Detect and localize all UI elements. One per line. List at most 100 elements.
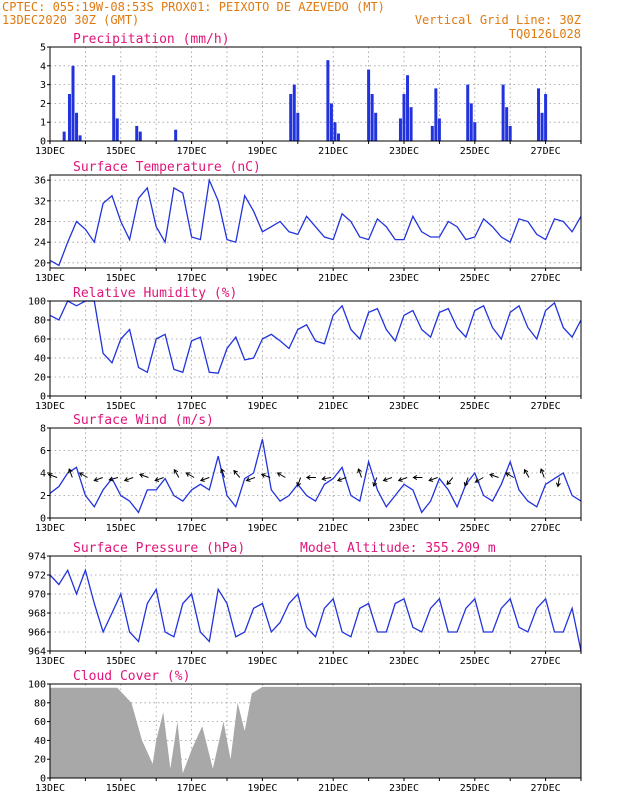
precip-bar bbox=[409, 107, 413, 141]
precip-xtick-label: 15DEC bbox=[106, 146, 136, 157]
wind-arrow-head bbox=[185, 472, 191, 477]
precip-xtick-label: 25DEC bbox=[460, 146, 490, 157]
temp-xtick-label: 23DEC bbox=[389, 273, 419, 284]
wind-arrow-head bbox=[199, 477, 205, 482]
precip-ytick-label: 4 bbox=[40, 61, 46, 72]
wind-arrow-head bbox=[78, 472, 84, 477]
wind-arrow-head bbox=[474, 478, 480, 483]
wind-direction-arrow bbox=[200, 477, 210, 482]
wind-direction-arrow bbox=[79, 472, 88, 478]
pressure-xtick-label: 25DEC bbox=[460, 656, 490, 667]
precip-bar bbox=[434, 88, 438, 141]
precip-bar bbox=[508, 125, 512, 141]
precip-bar bbox=[370, 94, 374, 141]
wind-direction-arrow bbox=[446, 477, 454, 485]
wind-direction-arrow bbox=[357, 468, 362, 478]
meteogram-panels: 0 1 2 3 4 5 13DEC 15DEC 17DEC 19DEC 21DEC 23DEC 25DE… bbox=[28, 32, 582, 794]
precip-bar bbox=[540, 112, 544, 141]
wind-arrow-head bbox=[412, 475, 418, 480]
precip-bar bbox=[501, 84, 505, 141]
temp-line bbox=[49, 177, 582, 267]
precip-bar bbox=[333, 122, 337, 141]
precip-bar bbox=[374, 112, 378, 141]
wind-direction-arrow bbox=[173, 469, 180, 478]
header-model-id: TQ0126L028 bbox=[509, 27, 581, 41]
precip-bar bbox=[67, 94, 71, 141]
wind-arrow-head bbox=[123, 477, 129, 482]
pressure-ytick-label: 964 bbox=[28, 647, 46, 658]
pressure-ytick-label: 968 bbox=[28, 609, 46, 620]
temp-ytick-label: 32 bbox=[34, 196, 46, 207]
wind-ytick-label: 4 bbox=[40, 469, 46, 480]
rh-xtick-label: 15DEC bbox=[106, 401, 136, 412]
wind-line bbox=[49, 439, 582, 514]
precip-ytick-label: 1 bbox=[40, 118, 46, 129]
precip-bar bbox=[62, 131, 66, 141]
precip-xtick-label: 17DEC bbox=[177, 146, 207, 157]
temp-xtick-label: 25DEC bbox=[460, 273, 490, 284]
rh-xtick-label: 19DEC bbox=[247, 401, 277, 412]
pressure-xtick-label: 21DEC bbox=[318, 656, 348, 667]
wind-xtick-label: 25DEC bbox=[460, 523, 490, 534]
wind-arrow-head bbox=[260, 473, 266, 478]
wind-direction-arrow bbox=[505, 472, 514, 478]
wind-direction-arrow bbox=[373, 477, 378, 487]
wind-arrow-head bbox=[233, 469, 238, 475]
rh-xtick-label: 27DEC bbox=[531, 401, 561, 412]
cloud-ytick-label: 80 bbox=[34, 698, 46, 709]
wind-xtick-label: 15DEC bbox=[106, 523, 136, 534]
cloud-ytick-label: 20 bbox=[34, 755, 46, 766]
temp-ytick-label: 36 bbox=[34, 176, 46, 187]
wind-direction-arrow bbox=[489, 473, 499, 478]
precip-bar bbox=[505, 107, 509, 141]
precip-bar bbox=[138, 131, 142, 141]
rh-xtick-label: 17DEC bbox=[177, 401, 207, 412]
rh-xtick-label: 23DEC bbox=[389, 401, 419, 412]
wind-arrow-head bbox=[489, 473, 495, 478]
cloud-xtick-label: 19DEC bbox=[247, 783, 277, 794]
pressure-frame bbox=[49, 555, 582, 652]
wind-arrow-head bbox=[505, 472, 510, 477]
pressure-xtick-label: 27DEC bbox=[531, 656, 561, 667]
wind-ytick-label: 0 bbox=[40, 514, 46, 525]
precip-bar bbox=[437, 118, 441, 141]
wind-direction-arrow bbox=[109, 477, 119, 481]
temp-panel: 20 24 28 32 36 13DEC 15DEC 17DEC 19DEC 21DEC 23DEC… bbox=[34, 160, 582, 284]
cloud-cover-area bbox=[50, 686, 581, 778]
precip-bar bbox=[71, 65, 75, 141]
wind-direction-arrow bbox=[322, 477, 332, 480]
cloud-frame bbox=[49, 683, 582, 779]
wind-xtick-label: 23DEC bbox=[389, 523, 419, 534]
wind-direction-arrow bbox=[557, 477, 560, 487]
cloud-xtick-label: 15DEC bbox=[106, 783, 136, 794]
pressure-xtick-label: 15DEC bbox=[106, 656, 136, 667]
precip-panel: 0 1 2 3 4 5 13DEC 15DEC 17DEC 19DEC 21DEC 23DEC 25DE… bbox=[35, 32, 582, 157]
wind-arrow-head bbox=[382, 477, 388, 482]
wind-direction-arrow bbox=[337, 477, 347, 482]
wind-direction-arrow bbox=[186, 472, 195, 478]
precip-xtick-label: 21DEC bbox=[318, 146, 348, 157]
wind-ytick-label: 6 bbox=[40, 446, 46, 457]
wind-arrow-head bbox=[245, 477, 251, 482]
cloud-ytick-label: 40 bbox=[34, 736, 46, 747]
wind-panel: 0 2 4 6 8 13DEC 15DEC 17DEC 19DEC 21DEC 23DEC 25DEC… bbox=[35, 413, 582, 534]
temp-xtick-label: 15DEC bbox=[106, 273, 136, 284]
wind-direction-arrow bbox=[540, 468, 545, 478]
wind-arrow-head bbox=[305, 475, 311, 480]
wind-direction-arrow bbox=[383, 477, 393, 482]
precip-bar bbox=[406, 75, 410, 141]
precip-bar bbox=[78, 135, 82, 141]
precip-ytick-label: 0 bbox=[40, 137, 46, 148]
temp-xtick-label: 13DEC bbox=[35, 273, 65, 284]
precip-frame bbox=[49, 46, 582, 142]
wind-xtick-label: 17DEC bbox=[177, 523, 207, 534]
wind-direction-arrow bbox=[475, 477, 484, 483]
cloud-ytick-label: 100 bbox=[28, 680, 46, 691]
wind-direction-arrow bbox=[261, 473, 271, 478]
precip-xtick-label: 23DEC bbox=[389, 146, 419, 157]
rh-ytick-label: 40 bbox=[34, 354, 46, 365]
precip-bar bbox=[473, 122, 477, 141]
precip-bar bbox=[537, 88, 541, 141]
rh-title: Relative Humidity (%) bbox=[73, 286, 237, 301]
precip-bar bbox=[367, 69, 371, 141]
